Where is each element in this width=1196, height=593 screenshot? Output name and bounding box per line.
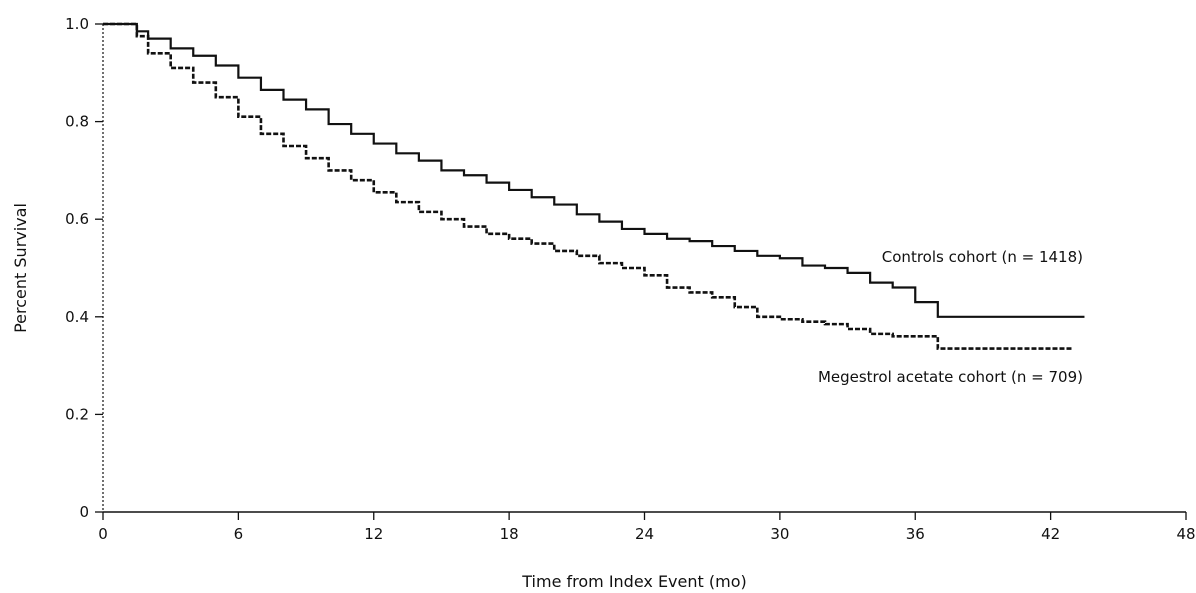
x-tick-label: 0 bbox=[98, 525, 108, 543]
series-layer bbox=[103, 22, 1085, 350]
y-axis-title: Percent Survival bbox=[11, 203, 30, 333]
x-tick-label: 24 bbox=[635, 525, 654, 543]
x-axis-title: Time from Index Event (mo) bbox=[521, 572, 746, 591]
y-tick-label: 0.4 bbox=[65, 308, 89, 326]
y-tick-label: 0.8 bbox=[65, 113, 89, 131]
series-line-controls bbox=[103, 22, 1085, 318]
series-label-megestrol: Megestrol acetate cohort (n = 709) bbox=[818, 368, 1083, 386]
y-tick-label: 0 bbox=[79, 503, 89, 521]
series-line-megestrol bbox=[103, 22, 1074, 350]
x-tick-label: 42 bbox=[1041, 525, 1060, 543]
y-tick-label: 0.2 bbox=[65, 405, 89, 423]
x-tick-label: 30 bbox=[770, 525, 789, 543]
x-tick-label: 12 bbox=[364, 525, 383, 543]
series-label-controls: Controls cohort (n = 1418) bbox=[882, 248, 1083, 266]
y-tick-label: 0.6 bbox=[65, 210, 89, 228]
x-tick-label: 36 bbox=[906, 525, 925, 543]
x-tick-label: 6 bbox=[234, 525, 244, 543]
x-tick-label: 18 bbox=[500, 525, 519, 543]
y-tick-label: 1.0 bbox=[65, 15, 89, 33]
axes: 0 6 12 18 24 30 36 42 48 0 0.2 0.4 0.6 0.8 1.0 bbox=[65, 15, 1195, 543]
x-tick-label: 48 bbox=[1176, 525, 1195, 543]
